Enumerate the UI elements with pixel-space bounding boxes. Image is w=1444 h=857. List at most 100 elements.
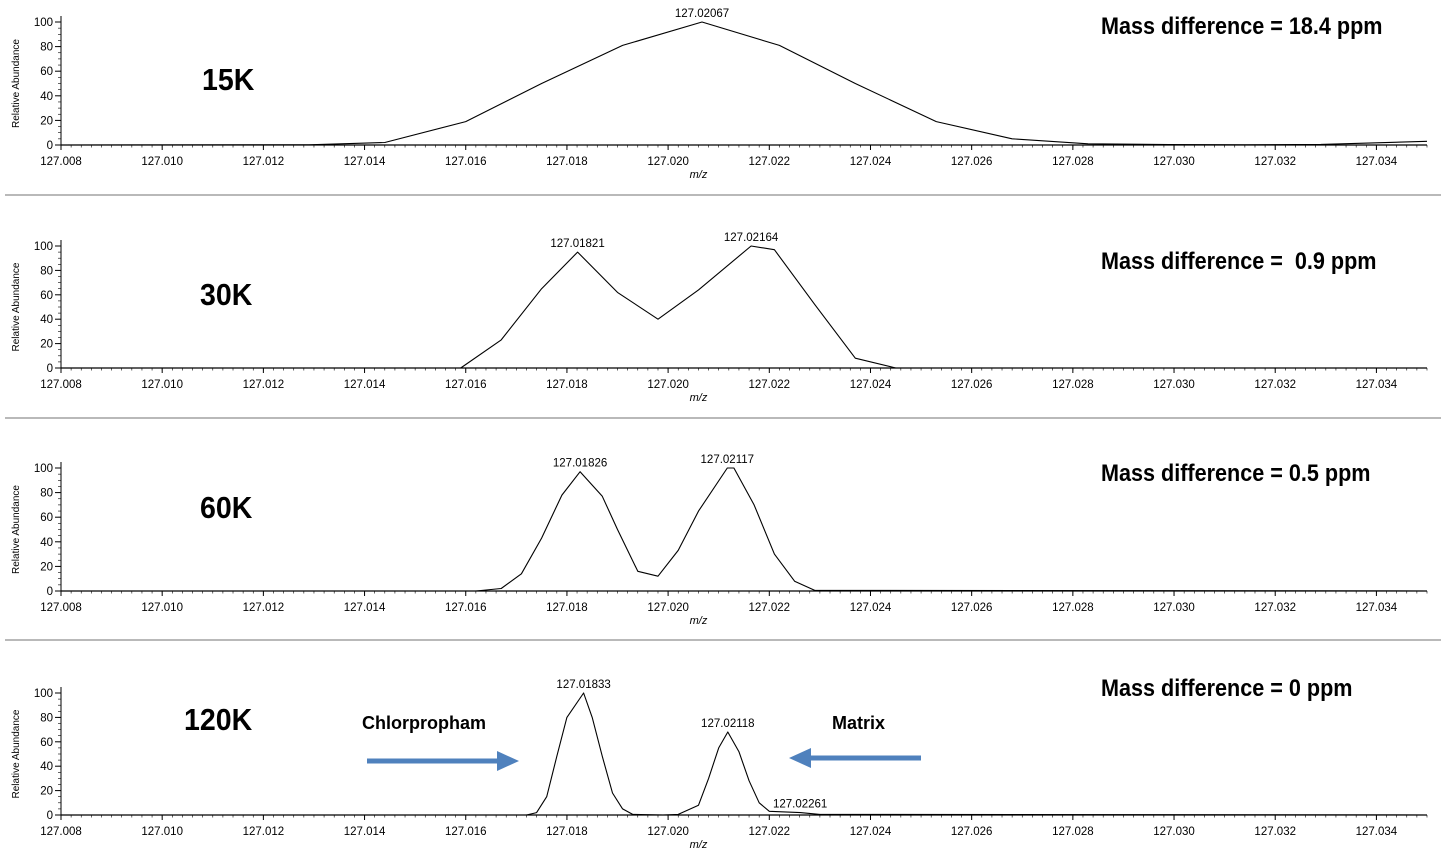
y-tick-label: 100 [34,463,53,475]
y-tick-label: 60 [40,512,53,524]
y-tick-label: 20 [40,786,53,798]
y-tick-label: 40 [40,314,53,326]
x-tick-label: 127.022 [749,602,791,614]
mass-difference-60k: Mass difference = 0.5 ppm [1101,460,1371,487]
x-tick-label: 127.028 [1052,379,1094,391]
x-tick-label: 127.018 [546,379,588,391]
x-tick-label: 127.022 [749,379,791,391]
y-tick-label: 60 [40,737,53,749]
y-tick-label: 80 [40,42,53,54]
x-tick-label: 127.010 [141,156,183,168]
y-axis-label: Relative Abundance [11,262,22,351]
x-tick-label: 127.026 [951,379,993,391]
x-axis-label: m/z [690,615,708,627]
y-axis-label: Relative Abundance [11,485,22,574]
mass-difference-15k: Mass difference = 18.4 ppm [1101,13,1383,40]
peak-label: 127.01833 [556,679,610,691]
matrix-arrowhead [789,748,811,768]
y-tick-label: 20 [40,561,53,573]
x-tick-label: 127.028 [1052,826,1094,838]
y-tick-label: 0 [47,140,53,152]
x-tick-label: 127.014 [344,826,386,838]
x-tick-label: 127.012 [243,379,285,391]
chlorpropham-arrowhead [497,751,519,771]
resolution-label-15k: 15K [202,62,255,97]
y-tick-label: 80 [40,488,53,500]
x-tick-label: 127.016 [445,826,487,838]
x-tick-label: 127.016 [445,379,487,391]
x-tick-label: 127.008 [40,156,82,168]
x-tick-label: 127.020 [647,602,689,614]
x-tick-label: 127.010 [141,602,183,614]
x-tick-label: 127.020 [647,156,689,168]
mass-difference-30k: Mass difference = 0.9 ppm [1101,248,1377,275]
x-tick-label: 127.034 [1356,602,1398,614]
x-tick-label: 127.032 [1254,156,1296,168]
x-tick-label: 127.024 [850,379,892,391]
x-tick-label: 127.034 [1356,826,1398,838]
x-tick-label: 127.014 [344,602,386,614]
x-tick-label: 127.010 [141,826,183,838]
y-tick-label: 60 [40,290,53,302]
x-tick-label: 127.018 [546,156,588,168]
x-tick-label: 127.034 [1356,156,1398,168]
x-tick-label: 127.030 [1153,602,1195,614]
spectrum-trace [61,692,1428,816]
x-axis-label: m/z [690,392,708,404]
y-tick-label: 100 [34,241,53,253]
y-axis-label: Relative Abundance [11,709,22,798]
peak-label: 127.02067 [675,8,729,20]
spectrum-trace [60,21,1428,146]
matrix-label: Matrix [832,713,886,733]
peak-label: 127.02261 [773,799,827,811]
mass-difference-120k: Mass difference = 0 ppm [1101,675,1353,702]
y-tick-label: 40 [40,761,53,773]
x-tick-label: 127.032 [1254,602,1296,614]
x-tick-label: 127.008 [40,826,82,838]
peak-label: 127.02118 [701,718,755,730]
y-tick-label: 0 [47,586,53,598]
x-tick-label: 127.018 [546,826,588,838]
x-tick-label: 127.028 [1052,156,1094,168]
y-tick-label: 0 [47,363,53,375]
x-tick-label: 127.018 [546,602,588,614]
spectrum-panel-15k: 127.008 127.010 127.012 127.014 127.016 127.0… [5,8,1441,196]
y-axis-label: Relative Abundance [11,39,22,128]
y-tick-label: 80 [40,265,53,277]
x-tick-label: 127.024 [850,826,892,838]
resolution-label-120k: 120K [184,702,253,737]
x-tick-label: 127.020 [647,379,689,391]
x-tick-label: 127.008 [40,602,82,614]
peak-label: 127.02117 [701,454,755,466]
x-tick-label: 127.030 [1153,156,1195,168]
y-tick-label: 20 [40,115,53,127]
x-tick-label: 127.032 [1254,826,1296,838]
peak-label: 127.01821 [550,238,604,250]
x-tick-label: 127.030 [1153,379,1195,391]
x-tick-label: 127.022 [749,156,791,168]
x-tick-label: 127.014 [344,156,386,168]
x-tick-label: 127.026 [951,826,993,838]
y-tick-label: 40 [40,91,53,103]
spectrum-panel-30k: 127.008 127.010 127.012 127.014 127.016 127.0… [5,232,1441,419]
x-tick-label: 127.026 [951,602,993,614]
x-axis-label: m/z [690,169,708,181]
x-tick-label: 127.012 [243,602,285,614]
resolution-label-30k: 30K [200,277,253,312]
y-tick-label: 80 [40,712,53,724]
x-tick-label: 127.012 [243,156,285,168]
peak-label: 127.02164 [724,232,779,244]
y-tick-label: 20 [40,339,53,351]
y-tick-label: 40 [40,537,53,549]
x-tick-label: 127.026 [951,156,993,168]
x-tick-label: 127.014 [344,379,386,391]
y-tick-label: 0 [47,810,53,822]
x-tick-label: 127.016 [445,156,487,168]
resolution-label-60k: 60K [200,490,253,525]
x-axis-label: m/z [690,839,708,851]
spectrum-panel-120k: 127.008 127.010 127.012 127.014 127.016 127.0… [11,679,1428,851]
x-tick-label: 127.032 [1254,379,1296,391]
y-tick-label: 100 [34,688,53,700]
x-tick-label: 127.022 [749,826,791,838]
